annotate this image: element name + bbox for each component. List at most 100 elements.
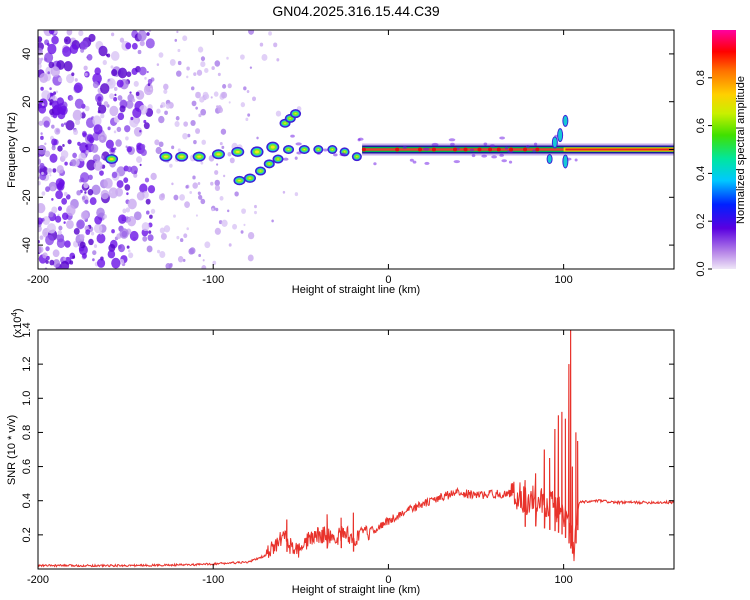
noise-blob [109, 105, 119, 117]
noise-blob [93, 160, 103, 171]
noise-blob [116, 180, 124, 189]
noise-blob [294, 156, 298, 160]
noise-blob [50, 92, 54, 97]
y-tick-label: -40 [21, 237, 33, 253]
ridge-peak [496, 147, 501, 152]
noise-blob [122, 208, 127, 214]
noise-blob [38, 202, 46, 214]
noise-blob [118, 244, 126, 253]
noise-blob [148, 230, 152, 234]
x-tick-label: -100 [202, 574, 224, 586]
ridge-blob [248, 177, 252, 179]
noise-blob [200, 161, 204, 165]
ridge-peak [452, 147, 457, 152]
noise-blob [42, 216, 51, 225]
noise-blob [69, 96, 74, 101]
noise-blob [139, 40, 145, 46]
noise-blob [66, 219, 74, 229]
noise-blob [72, 255, 76, 259]
y-tick-label: 0.2 [21, 527, 33, 542]
noise-blob [100, 155, 104, 159]
noise-blob [72, 152, 77, 159]
ridge-spread [333, 153, 338, 157]
noise-blob [163, 225, 171, 233]
ridge-spread [448, 138, 456, 142]
noise-blob [199, 96, 205, 103]
noise-blob [88, 136, 95, 144]
noise-blob [229, 157, 235, 164]
noise-blob [226, 56, 229, 60]
noise-blob [42, 252, 48, 259]
noise-blob [40, 86, 44, 91]
noise-blob [92, 258, 95, 262]
noise-blob [115, 139, 122, 147]
ridge-peak [535, 147, 540, 152]
noise-blob [185, 185, 189, 189]
noise-blob [129, 91, 132, 94]
noise-blob [46, 255, 50, 261]
noise-blob [55, 215, 62, 223]
colorbar-tick-label: 0.0 [695, 261, 707, 276]
noise-blob [212, 260, 217, 266]
noise-blob [76, 219, 85, 230]
noise-blob [217, 105, 222, 111]
noise-blob [38, 120, 44, 126]
noise-blob [117, 112, 125, 121]
noise-blob [158, 115, 165, 124]
noise-blob [141, 222, 150, 231]
noise-blob [140, 143, 146, 150]
ridge-peak [509, 147, 514, 152]
noise-blob [49, 174, 52, 177]
y-tick-label: 40 [21, 48, 33, 60]
noise-blob [149, 214, 153, 219]
y-tick-label: 0.6 [21, 459, 33, 474]
ridge-blob [259, 170, 262, 172]
noise-blob [163, 83, 169, 90]
noise-blob [247, 113, 251, 117]
noise-blob [201, 265, 207, 269]
noise-blob [47, 71, 50, 75]
noise-blob [146, 210, 150, 215]
noise-blob [165, 262, 172, 269]
noise-blob [50, 186, 56, 192]
noise-blob [124, 184, 131, 191]
noise-blob [51, 100, 59, 109]
noise-blob [74, 98, 84, 109]
noise-blob [154, 139, 160, 146]
noise-blob [41, 191, 46, 196]
noise-blob [197, 46, 204, 53]
noise-blob [243, 86, 247, 91]
noise-blob [63, 122, 67, 126]
noise-blob [140, 148, 147, 157]
noise-blob [81, 196, 86, 200]
noise-blob [86, 54, 93, 61]
noise-blob [45, 246, 50, 252]
noise-blob [131, 42, 138, 50]
noise-blob [227, 209, 230, 213]
noise-blob [179, 194, 185, 201]
noise-blob [188, 248, 195, 255]
noise-blob [202, 259, 205, 262]
ridge-core [362, 148, 674, 151]
ridge-blob [235, 150, 240, 153]
noise-blob [137, 30, 147, 42]
noise-blob [273, 42, 278, 48]
noise-blob [221, 219, 228, 227]
noise-blob [111, 257, 121, 269]
noise-blob [221, 91, 228, 99]
noise-blob [65, 120, 75, 131]
noise-blob [249, 66, 253, 69]
ridge-blob [343, 151, 346, 153]
noise-blob [57, 206, 63, 211]
noise-blob [216, 163, 219, 166]
noise-blob [58, 225, 63, 231]
noise-blob [48, 211, 54, 218]
noise-blob [143, 122, 150, 130]
y-tick-label: 1.4 [21, 322, 33, 337]
noise-blob [38, 246, 44, 253]
noise-blob [192, 182, 198, 189]
ridge-blob [303, 148, 306, 151]
noise-blob [214, 170, 219, 175]
noise-blob [49, 87, 52, 91]
